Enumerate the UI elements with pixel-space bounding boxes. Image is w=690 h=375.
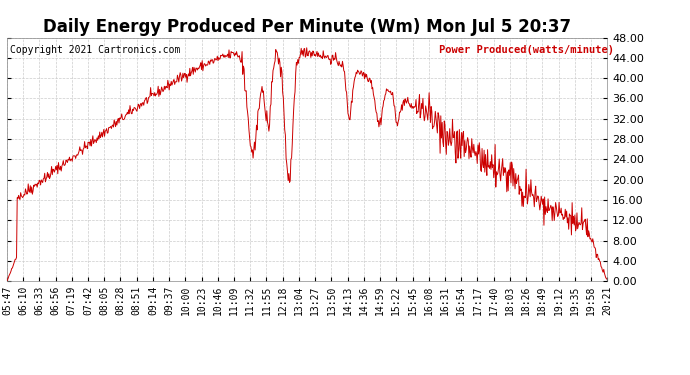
- Text: Power Produced(watts/minute): Power Produced(watts/minute): [439, 45, 614, 55]
- Title: Daily Energy Produced Per Minute (Wm) Mon Jul 5 20:37: Daily Energy Produced Per Minute (Wm) Mo…: [43, 18, 571, 36]
- Text: Copyright 2021 Cartronics.com: Copyright 2021 Cartronics.com: [10, 45, 180, 55]
